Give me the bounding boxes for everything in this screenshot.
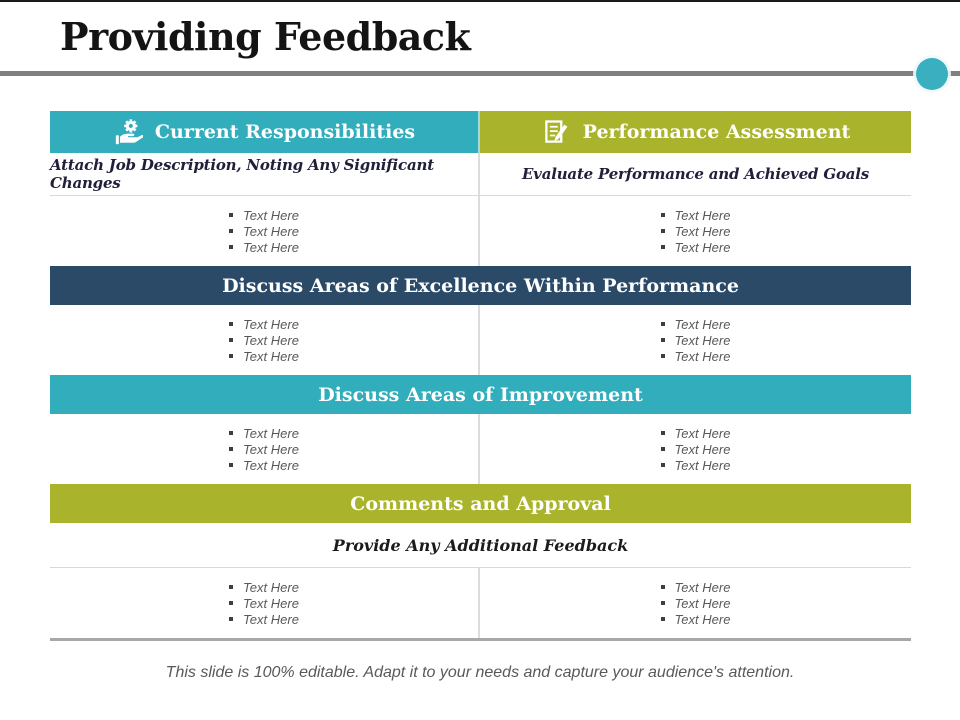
list-item: Text Here <box>229 223 299 239</box>
column-header-label: Performance Assessment <box>582 121 851 143</box>
list-item: Text Here <box>660 223 730 239</box>
list-item: Text Here <box>229 316 299 332</box>
list-item: Text Here <box>660 579 730 595</box>
bullet-list: Text Here Text Here Text Here <box>229 579 299 627</box>
section-band-excellence: Discuss Areas of Excellence Within Perfo… <box>50 266 911 305</box>
list-item: Text Here <box>660 611 730 627</box>
section-band-improvement: Discuss Areas of Improvement <box>50 375 911 414</box>
bullet-list: Text Here Text Here Text Here <box>660 316 730 364</box>
bullet-row: Text Here Text Here Text Here Text Here … <box>50 196 911 266</box>
bullet-square-icon <box>660 463 665 467</box>
bullet-square-icon <box>660 354 665 358</box>
list-item: Text Here <box>229 425 299 441</box>
bullet-cell: Text Here Text Here Text Here <box>480 196 911 266</box>
list-item: Text Here <box>229 332 299 348</box>
bullet-list: Text Here Text Here Text Here <box>229 425 299 473</box>
bullet-square-icon <box>660 585 665 589</box>
list-item: Text Here <box>229 457 299 473</box>
title-divider <box>0 71 960 76</box>
list-item: Text Here <box>660 595 730 611</box>
bullet-cell: Text Here Text Here Text Here <box>50 196 480 266</box>
bullet-square-icon <box>229 463 234 467</box>
bullet-list: Text Here Text Here Text Here <box>660 207 730 255</box>
subtitle-row: Attach Job Description, Noting Any Signi… <box>50 153 911 196</box>
list-item: Text Here <box>229 611 299 627</box>
list-item: Text Here <box>660 457 730 473</box>
list-item: Text Here <box>229 579 299 595</box>
bullet-square-icon <box>660 601 665 605</box>
column-header-current-responsibilities: Current Responsibilities <box>50 111 480 153</box>
bullet-square-icon <box>229 447 234 451</box>
bullet-row: Text Here Text Here Text Here Text Here … <box>50 414 911 484</box>
list-item: Text Here <box>229 207 299 223</box>
bullet-list: Text Here Text Here Text Here <box>660 425 730 473</box>
bullet-square-icon <box>229 585 234 589</box>
footer-note: This slide is 100% editable. Adapt it to… <box>165 664 795 681</box>
bullet-square-icon <box>660 431 665 435</box>
column-header-label: Current Responsibilities <box>154 121 416 143</box>
page-title: Providing Feedback <box>60 14 471 59</box>
bullet-square-icon <box>229 354 234 358</box>
bullet-square-icon <box>660 213 665 217</box>
column-subtitle: Attach Job Description, Noting Any Signi… <box>50 153 480 195</box>
bullet-cell: Text Here Text Here Text Here <box>50 305 480 375</box>
bullet-cell: Text Here Text Here Text Here <box>480 414 911 484</box>
list-item: Text Here <box>660 425 730 441</box>
bullet-row: Text Here Text Here Text Here Text Here … <box>50 305 911 375</box>
column-header-performance-assessment: Performance Assessment <box>480 111 911 153</box>
bullet-cell: Text Here Text Here Text Here <box>50 568 480 638</box>
list-item: Text Here <box>229 348 299 364</box>
list-item: Text Here <box>660 239 730 255</box>
list-item: Text Here <box>660 316 730 332</box>
bullet-square-icon <box>660 338 665 342</box>
bullet-square-icon <box>229 338 234 342</box>
column-subtitle: Evaluate Performance and Achieved Goals <box>521 165 870 183</box>
document-pencil-icon <box>541 117 571 147</box>
bullet-cell: Text Here Text Here Text Here <box>480 305 911 375</box>
bullet-square-icon <box>660 322 665 326</box>
hand-gear-icon <box>113 117 143 147</box>
feedback-table: Current Responsibilities <box>50 111 911 641</box>
list-item: Text Here <box>229 441 299 457</box>
bullet-square-icon <box>660 447 665 451</box>
bullet-square-icon <box>660 617 665 621</box>
bullet-square-icon <box>229 431 234 435</box>
list-item: Text Here <box>229 239 299 255</box>
list-item: Text Here <box>660 207 730 223</box>
additional-feedback-row: Provide Any Additional Feedback <box>50 523 911 568</box>
table-header-row: Current Responsibilities <box>50 111 911 153</box>
section-band-comments-approval: Comments and Approval <box>50 484 911 523</box>
list-item: Text Here <box>660 348 730 364</box>
bullet-square-icon <box>229 245 234 249</box>
bullet-row: Text Here Text Here Text Here Text Here … <box>50 568 911 638</box>
list-item: Text Here <box>660 441 730 457</box>
top-border <box>0 0 960 2</box>
accent-circle <box>916 58 948 90</box>
bullet-square-icon <box>229 601 234 605</box>
bullet-list: Text Here Text Here Text Here <box>229 316 299 364</box>
bullet-square-icon <box>660 245 665 249</box>
bullet-list: Text Here Text Here Text Here <box>660 579 730 627</box>
bullet-square-icon <box>660 229 665 233</box>
bullet-square-icon <box>229 213 234 217</box>
bullet-cell: Text Here Text Here Text Here <box>480 568 911 638</box>
bullet-square-icon <box>229 229 234 233</box>
bullet-square-icon <box>229 617 234 621</box>
list-item: Text Here <box>660 332 730 348</box>
list-item: Text Here <box>229 595 299 611</box>
bullet-list: Text Here Text Here Text Here <box>229 207 299 255</box>
bullet-square-icon <box>229 322 234 326</box>
bullet-cell: Text Here Text Here Text Here <box>50 414 480 484</box>
